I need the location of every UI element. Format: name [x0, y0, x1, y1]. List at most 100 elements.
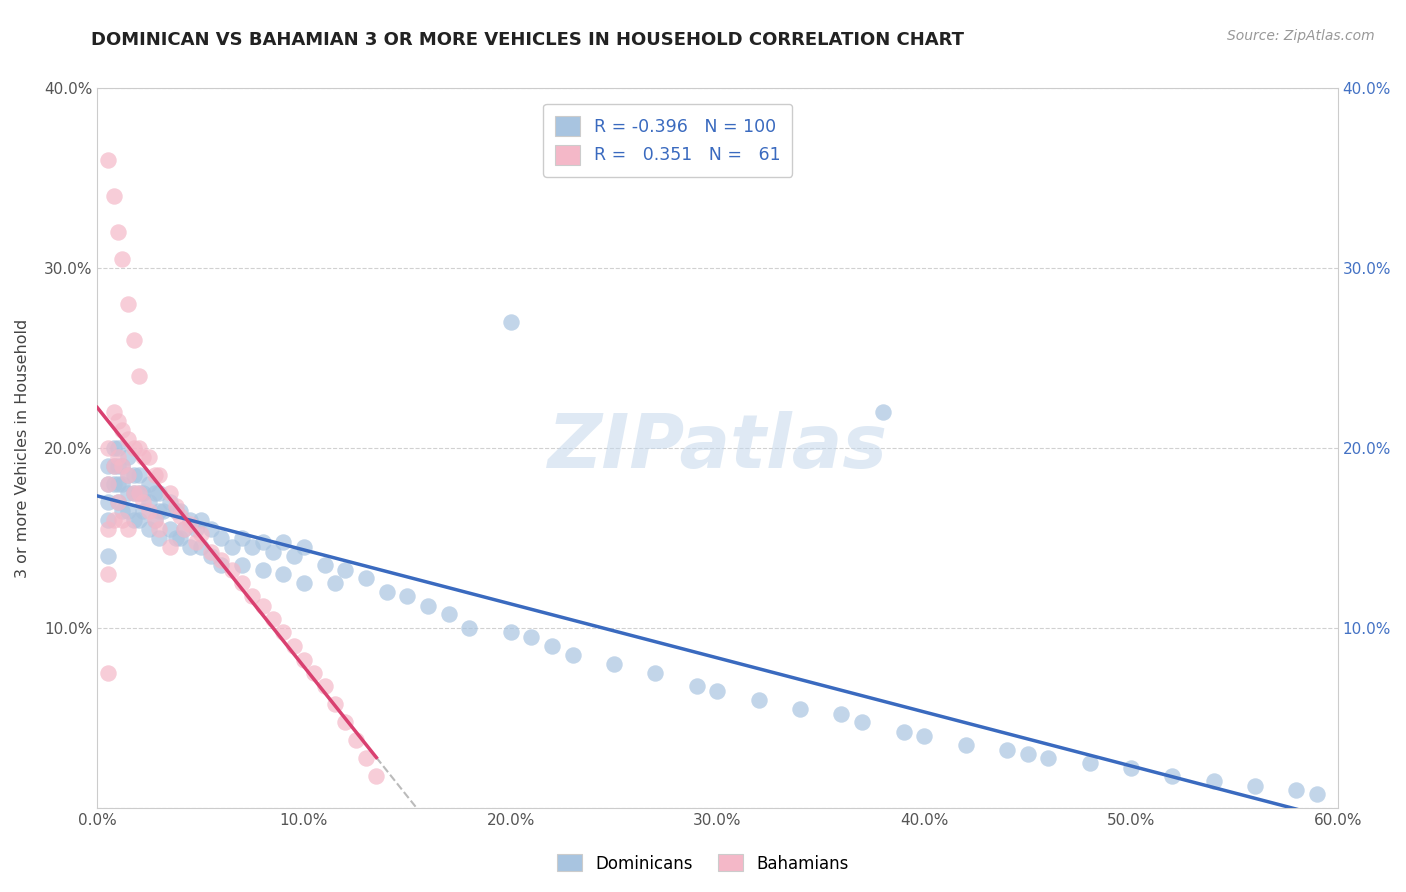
Point [186, 522, 208, 536]
Point [851, 714, 873, 729]
Point [124, 486, 146, 500]
Point [124, 513, 146, 527]
Point [159, 540, 181, 554]
Point [107, 450, 129, 464]
Point [499, 624, 522, 639]
Point [111, 458, 134, 473]
Point [111, 252, 134, 266]
Point [499, 315, 522, 329]
Point [148, 468, 170, 483]
Point [1017, 747, 1039, 761]
Point [872, 405, 894, 419]
Point [1244, 780, 1267, 794]
Point [107, 414, 129, 428]
Point [148, 531, 170, 545]
Point [107, 458, 129, 473]
Point [169, 509, 191, 524]
Point [111, 513, 134, 527]
Point [231, 576, 253, 591]
Point [200, 522, 222, 536]
Point [132, 450, 155, 464]
Point [231, 531, 253, 545]
Point [252, 563, 274, 577]
Point [179, 516, 201, 531]
Point [520, 630, 543, 644]
Point [117, 450, 139, 464]
Point [304, 666, 326, 681]
Point [231, 558, 253, 572]
Point [221, 540, 243, 554]
Text: DOMINICAN VS BAHAMIAN 3 OR MORE VEHICLES IN HOUSEHOLD CORRELATION CHART: DOMINICAN VS BAHAMIAN 3 OR MORE VEHICLES… [91, 31, 965, 49]
Point [335, 563, 357, 577]
Point [111, 458, 134, 473]
Point [173, 522, 195, 536]
Point [354, 750, 377, 764]
Point [97, 666, 120, 681]
Point [1285, 783, 1308, 797]
Point [686, 679, 709, 693]
Point [190, 540, 212, 554]
Point [152, 504, 174, 518]
Point [124, 468, 146, 483]
Point [117, 468, 139, 483]
Point [111, 423, 134, 437]
Point [124, 486, 146, 500]
Y-axis label: 3 or more Vehicles in Household: 3 or more Vehicles in Household [15, 318, 30, 578]
Point [221, 563, 243, 577]
Point [148, 486, 170, 500]
Point [789, 702, 811, 716]
Point [107, 495, 129, 509]
Point [1119, 762, 1142, 776]
Point [97, 477, 120, 491]
Point [190, 527, 212, 541]
Point [128, 368, 150, 383]
Point [283, 549, 305, 563]
Point [117, 468, 139, 483]
Point [165, 499, 187, 513]
Point [138, 450, 160, 464]
Point [97, 495, 120, 509]
Point [541, 639, 564, 653]
Point [143, 513, 166, 527]
Point [132, 495, 155, 509]
Point [148, 504, 170, 518]
Text: ZIPatlas: ZIPatlas [547, 411, 887, 484]
Point [955, 738, 977, 752]
Point [107, 477, 129, 491]
Point [344, 732, 367, 747]
Point [165, 531, 187, 545]
Point [603, 657, 626, 671]
Point [437, 607, 460, 621]
Point [271, 567, 294, 582]
Point [103, 458, 125, 473]
Point [893, 725, 915, 739]
Point [107, 495, 129, 509]
Point [271, 624, 294, 639]
Point [132, 504, 155, 518]
Point [416, 599, 439, 614]
Point [97, 567, 120, 582]
Point [111, 504, 134, 518]
Point [97, 549, 120, 563]
Point [830, 707, 852, 722]
Point [748, 693, 770, 707]
Point [366, 769, 388, 783]
Point [314, 558, 336, 572]
Point [97, 477, 120, 491]
Point [179, 540, 201, 554]
Point [128, 468, 150, 483]
Point [292, 540, 315, 554]
Point [117, 486, 139, 500]
Point [159, 495, 181, 509]
Point [148, 522, 170, 536]
Point [1161, 769, 1184, 783]
Point [644, 666, 666, 681]
Point [97, 522, 120, 536]
Point [97, 153, 120, 167]
Legend: R = -0.396   N = 100, R =   0.351   N =   61: R = -0.396 N = 100, R = 0.351 N = 61 [543, 103, 793, 177]
Point [314, 679, 336, 693]
Point [117, 522, 139, 536]
Text: Source: ZipAtlas.com: Source: ZipAtlas.com [1227, 29, 1375, 43]
Legend: Dominicans, Bahamians: Dominicans, Bahamians [551, 847, 855, 880]
Point [262, 545, 284, 559]
